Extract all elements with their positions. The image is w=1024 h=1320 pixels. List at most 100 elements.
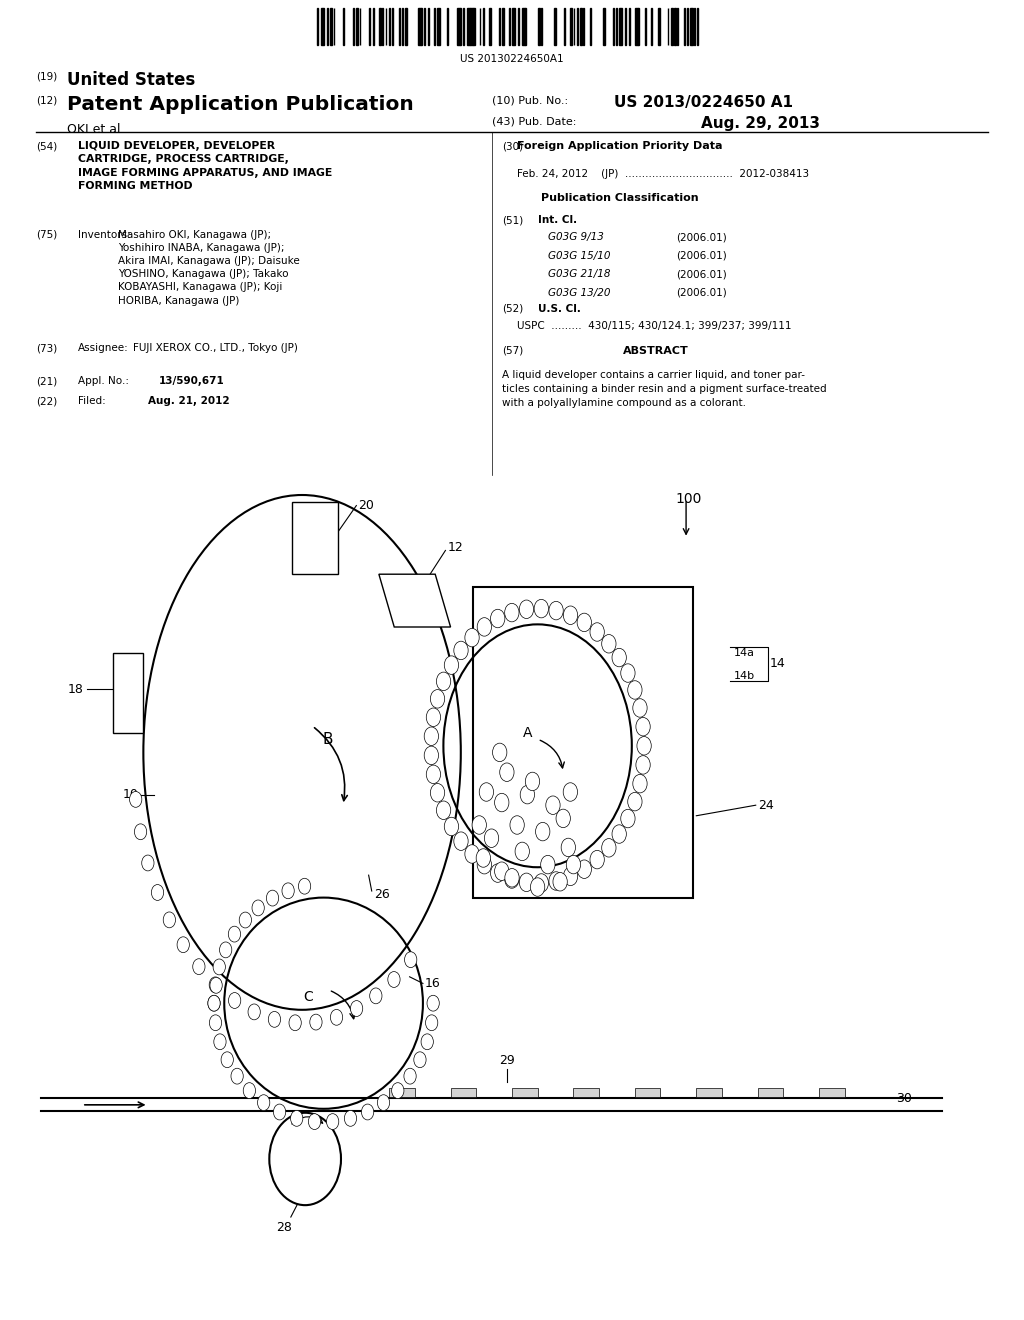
Bar [457,8,460,45]
Circle shape [621,664,635,682]
Bar [373,8,374,45]
Bar [331,8,332,45]
Bar [356,8,358,45]
Bar [696,1088,722,1097]
Bar [658,8,659,45]
Circle shape [454,642,468,660]
Circle shape [477,855,492,874]
Text: (43) Pub. Date:: (43) Pub. Date: [492,116,575,127]
Text: 12: 12 [447,541,463,554]
Circle shape [426,766,440,784]
Text: U.S. Cl.: U.S. Cl. [538,304,581,314]
Bar [522,8,525,45]
Circle shape [436,801,451,820]
Text: (19): (19) [36,71,57,82]
Circle shape [479,783,494,801]
Circle shape [298,878,310,894]
Text: (52): (52) [502,304,523,314]
Text: US 20130224650A1: US 20130224650A1 [460,54,564,65]
Text: A: A [522,726,532,739]
Text: 13/590,671: 13/590,671 [159,376,224,387]
Circle shape [546,796,560,814]
Circle shape [350,1001,362,1016]
Text: (30): (30) [502,141,523,152]
Text: G03G 9/13: G03G 9/13 [548,232,604,243]
Bar [603,8,604,45]
Circle shape [505,603,519,622]
Circle shape [541,855,555,874]
Bar [379,8,381,45]
Bar [580,8,582,45]
Circle shape [515,842,529,861]
Bar [693,8,695,45]
Circle shape [510,816,524,834]
Text: Foreign Application Priority Data: Foreign Application Priority Data [517,141,722,152]
Circle shape [590,623,604,642]
Circle shape [444,656,459,675]
Bar [612,8,613,45]
Bar [473,587,693,898]
Circle shape [134,824,146,840]
Bar [819,1088,845,1097]
Circle shape [310,1014,323,1030]
Circle shape [282,883,294,899]
Circle shape [563,606,578,624]
Bar [629,8,630,45]
Text: B: B [323,731,333,747]
Text: 29: 29 [499,1053,515,1067]
Text: LIQUID DEVELOPER, DEVELOPER
CARTRIDGE, PROCESS CARTRIDGE,
IMAGE FORMING APPARATU: LIQUID DEVELOPER, DEVELOPER CARTRIDGE, P… [78,141,332,191]
Bar [512,8,515,45]
Circle shape [193,958,205,974]
Text: 100: 100 [676,492,702,507]
Circle shape [361,1104,374,1119]
Text: (54): (54) [36,141,57,152]
Circle shape [553,873,567,891]
Circle shape [549,871,563,890]
Circle shape [636,755,650,774]
Text: FUJI XEROX CO., LTD., Tokyo (JP): FUJI XEROX CO., LTD., Tokyo (JP) [133,343,298,354]
Circle shape [426,1015,438,1031]
Text: Feb. 24, 2012    (JP)  ................................  2012-038413: Feb. 24, 2012 (JP) .....................… [517,169,809,180]
Text: 28: 28 [275,1221,292,1234]
Circle shape [424,746,438,764]
Circle shape [266,890,279,906]
Circle shape [490,863,505,882]
Text: USPC  .........  430/115; 430/124.1; 399/237; 399/111: USPC ......... 430/115; 430/124.1; 399/2… [517,321,792,331]
Circle shape [308,1114,321,1130]
Text: A liquid developer contains a carrier liquid, and toner par-
ticles containing a: A liquid developer contains a carrier li… [502,370,826,408]
Bar [635,1088,660,1097]
Circle shape [268,1011,281,1027]
Bar [570,8,572,45]
Circle shape [209,1015,221,1031]
Circle shape [231,1068,244,1084]
Circle shape [208,995,220,1011]
Circle shape [519,601,534,619]
Circle shape [228,927,241,942]
Text: G03G 13/20: G03G 13/20 [548,288,610,298]
Bar [470,8,473,45]
Circle shape [465,845,479,863]
Bar [321,8,324,45]
Circle shape [240,912,252,928]
Text: Aug. 29, 2013: Aug. 29, 2013 [701,116,820,131]
Circle shape [602,635,616,653]
Circle shape [152,884,164,900]
Text: Assignee:: Assignee: [78,343,129,354]
Bar [398,8,399,45]
Text: 10: 10 [122,788,138,801]
Circle shape [490,610,505,628]
Text: G03G 21/18: G03G 21/18 [548,269,610,280]
Text: 30: 30 [896,1092,912,1105]
Bar [460,8,461,45]
Circle shape [209,977,221,993]
Bar [512,1088,538,1097]
Circle shape [130,792,142,808]
Text: (75): (75) [36,230,57,240]
Circle shape [436,672,451,690]
Text: Int. Cl.: Int. Cl. [538,215,577,226]
Text: C: C [303,990,313,1003]
Circle shape [424,727,438,746]
Circle shape [430,689,444,708]
Circle shape [495,862,509,880]
Circle shape [578,614,592,632]
